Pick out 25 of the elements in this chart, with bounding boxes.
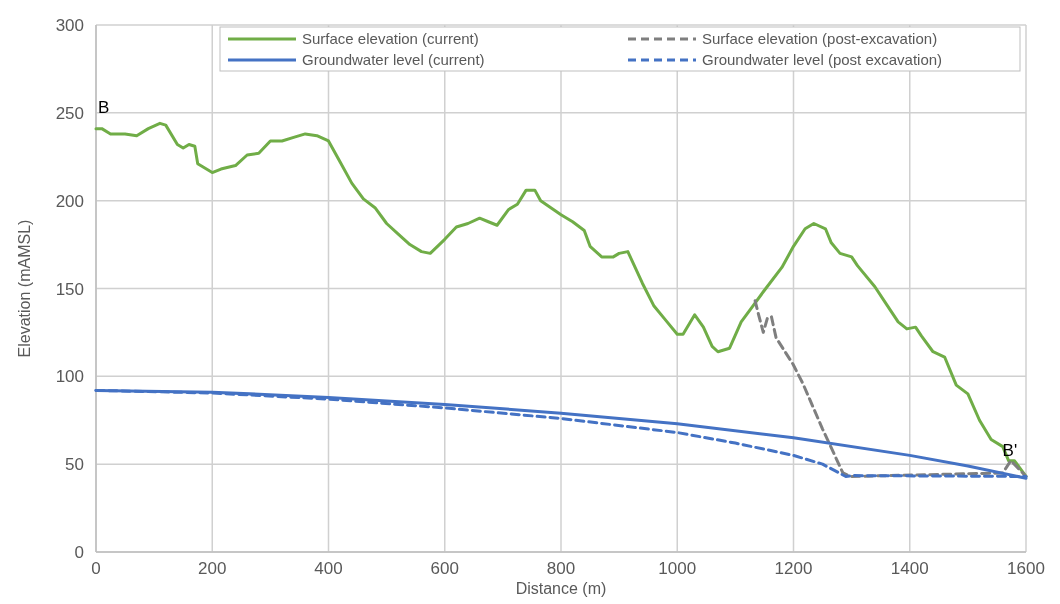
annotation: B — [98, 98, 110, 117]
y-tick-label: 250 — [55, 103, 84, 123]
annotation: B' — [1002, 441, 1018, 461]
legend-label: Surface elevation (post-excavation) — [702, 30, 938, 47]
y-tick-label: 300 — [55, 16, 84, 35]
x-tick-label: 800 — [546, 559, 576, 578]
y-tick-label: 0 — [74, 543, 84, 562]
y-tick-label: 100 — [55, 367, 84, 387]
x-tick-label: 600 — [430, 559, 459, 578]
x-tick-label: 0 — [91, 559, 101, 578]
y-tick-label: 200 — [55, 191, 84, 211]
line-series — [753, 299, 1028, 478]
x-tick-label: 1400 — [890, 559, 929, 578]
x-tick-label: 1200 — [774, 559, 813, 578]
y-tick-label: 150 — [55, 279, 84, 299]
x-tick-label: 400 — [314, 559, 343, 578]
x-axis-title: Distance (m) — [515, 580, 607, 597]
y-axis-title: Elevation (mAMSL) — [16, 219, 33, 358]
legend-label: Surface elevation (current) — [302, 30, 479, 47]
legend-label: Groundwater level (current) — [302, 51, 485, 68]
x-tick-label: 1000 — [658, 559, 697, 578]
y-tick-label: 50 — [65, 455, 84, 475]
x-tick-label: 200 — [198, 559, 227, 578]
legend-label: Groundwater level (post excavation) — [702, 51, 943, 68]
x-tick-label: 1600 — [1007, 559, 1045, 578]
